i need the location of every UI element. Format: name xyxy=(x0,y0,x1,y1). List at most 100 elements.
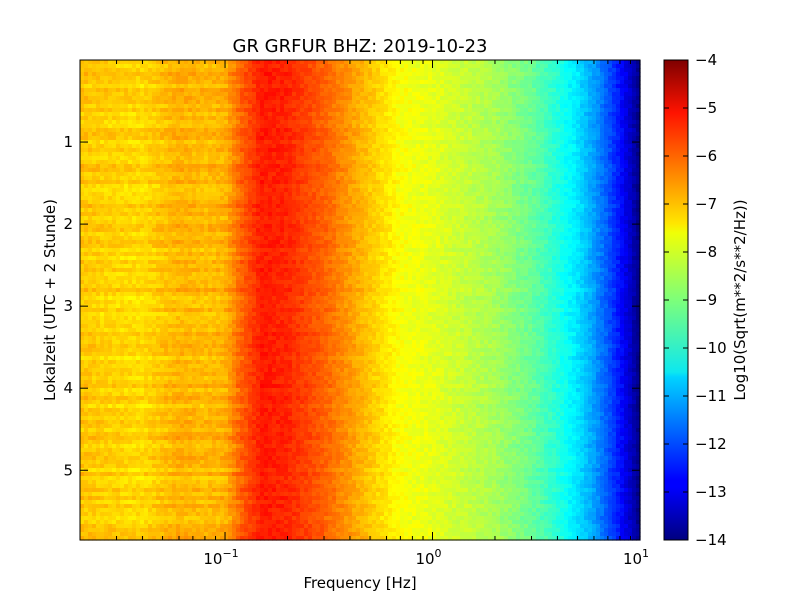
heatmap-cell xyxy=(112,436,117,441)
heatmap-cell xyxy=(228,236,233,241)
heatmap-cell xyxy=(96,88,101,93)
heatmap-cell xyxy=(184,72,189,77)
heatmap-cell xyxy=(220,408,225,413)
heatmap-cell xyxy=(144,404,149,409)
heatmap-cell xyxy=(144,100,149,105)
heatmap-cell xyxy=(216,452,221,457)
heatmap-cell xyxy=(104,380,109,385)
heatmap-cell xyxy=(152,188,157,193)
heatmap-cell xyxy=(236,528,241,533)
heatmap-cell xyxy=(232,352,237,357)
heatmap-cell xyxy=(212,344,217,349)
heatmap-cell xyxy=(88,264,93,269)
heatmap-cell xyxy=(112,432,117,437)
heatmap-cell xyxy=(196,324,201,329)
heatmap-cell xyxy=(100,456,105,461)
heatmap-cell xyxy=(116,204,121,209)
heatmap-cell xyxy=(140,88,145,93)
heatmap-cell xyxy=(152,384,157,389)
heatmap-cell xyxy=(192,392,197,397)
heatmap-cell xyxy=(220,188,225,193)
heatmap-cell xyxy=(192,244,197,249)
heatmap-cell xyxy=(196,244,201,249)
heatmap-cell xyxy=(108,512,113,517)
heatmap-cell xyxy=(100,80,105,85)
heatmap-cell xyxy=(108,72,113,77)
heatmap-cell xyxy=(196,372,201,377)
heatmap-cell xyxy=(164,108,169,113)
heatmap-cell xyxy=(116,436,121,441)
heatmap-cell xyxy=(108,496,113,501)
heatmap-cell xyxy=(220,456,225,461)
heatmap-cell xyxy=(212,532,217,537)
heatmap-cell xyxy=(180,304,185,309)
heatmap-cell xyxy=(228,476,233,481)
heatmap-cell xyxy=(236,240,241,245)
heatmap-cell xyxy=(228,448,233,453)
heatmap-cell xyxy=(128,464,133,469)
heatmap-cell xyxy=(192,500,197,505)
heatmap-cell xyxy=(196,188,201,193)
heatmap-cell xyxy=(180,252,185,257)
heatmap-cell xyxy=(124,472,129,477)
heatmap-cell xyxy=(240,152,245,157)
heatmap-cell xyxy=(220,464,225,469)
heatmap-cell xyxy=(176,484,181,489)
heatmap-cell xyxy=(88,396,93,401)
heatmap-cell xyxy=(96,72,101,77)
heatmap-cell xyxy=(128,72,133,77)
heatmap-cell xyxy=(200,240,205,245)
heatmap-cell xyxy=(192,284,197,289)
heatmap-cell xyxy=(152,472,157,477)
heatmap-cell xyxy=(224,272,229,277)
heatmap-cell xyxy=(160,148,165,153)
heatmap-cell xyxy=(236,340,241,345)
heatmap-cell xyxy=(208,140,213,145)
heatmap-cell xyxy=(240,184,245,189)
heatmap-cell xyxy=(232,372,237,377)
heatmap-cell xyxy=(124,136,129,141)
heatmap-cell xyxy=(100,136,105,141)
heatmap-cell xyxy=(80,400,85,405)
heatmap-cell xyxy=(100,88,105,93)
heatmap-cell xyxy=(232,228,237,233)
heatmap-cell xyxy=(212,432,217,437)
heatmap-cell xyxy=(116,416,121,421)
heatmap-cell xyxy=(192,200,197,205)
heatmap-cell xyxy=(176,428,181,433)
heatmap-cell xyxy=(188,296,193,301)
heatmap-cell xyxy=(144,120,149,125)
heatmap-cell xyxy=(220,496,225,501)
heatmap-cell xyxy=(196,168,201,173)
heatmap-cell xyxy=(88,364,93,369)
heatmap-cell xyxy=(88,320,93,325)
heatmap-cell xyxy=(212,356,217,361)
heatmap-cell xyxy=(184,528,189,533)
heatmap-cell xyxy=(188,492,193,497)
heatmap-cell xyxy=(168,80,173,85)
heatmap-cell xyxy=(212,524,217,529)
heatmap-cell xyxy=(188,236,193,241)
heatmap-cell xyxy=(184,104,189,109)
heatmap-cell xyxy=(144,528,149,533)
heatmap-cell xyxy=(164,400,169,405)
heatmap-cell xyxy=(168,184,173,189)
heatmap-cell xyxy=(188,400,193,405)
heatmap-cell xyxy=(244,244,249,249)
heatmap-cell xyxy=(132,136,137,141)
heatmap-cell xyxy=(208,104,213,109)
heatmap-cell xyxy=(204,288,209,293)
heatmap-cell xyxy=(116,136,121,141)
heatmap-cell xyxy=(132,352,137,357)
heatmap-cell xyxy=(192,340,197,345)
heatmap-cell xyxy=(176,520,181,525)
heatmap-cell xyxy=(228,68,233,73)
heatmap-cell xyxy=(88,344,93,349)
heatmap-cell xyxy=(184,364,189,369)
heatmap-cell xyxy=(140,460,145,465)
heatmap-cell xyxy=(132,436,137,441)
heatmap-cell xyxy=(240,232,245,237)
heatmap-cell xyxy=(100,508,105,513)
heatmap-cell xyxy=(160,524,165,529)
heatmap-cell xyxy=(112,232,117,237)
